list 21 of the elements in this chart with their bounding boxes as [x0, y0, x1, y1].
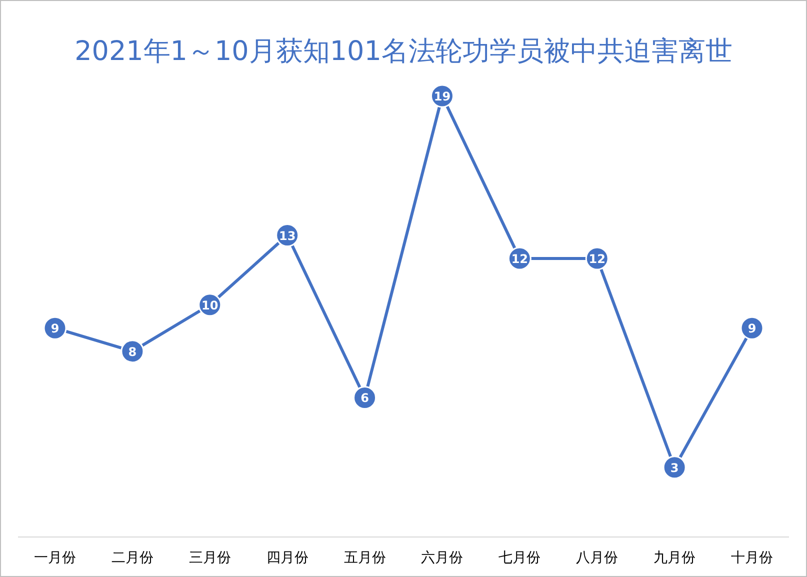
data-label: 12 [588, 252, 606, 266]
data-label: 13 [278, 228, 296, 243]
x-tick: 二月份 [111, 550, 154, 566]
x-tick: 五月份 [344, 550, 386, 566]
data-label: 9 [748, 322, 756, 336]
data-label: 19 [434, 90, 451, 104]
data-label: 8 [128, 344, 137, 359]
x-tick: 一月份 [34, 550, 76, 566]
title: 2021年1～10月获知101名法轮功学员被中共迫害离世 [74, 36, 732, 67]
data-label: 9 [50, 322, 60, 336]
x-tick: 九月份 [654, 550, 696, 566]
x-tick: 七月份 [498, 550, 541, 566]
data-label: 12 [511, 252, 528, 266]
data-label: 3 [670, 460, 679, 475]
x-tick: 八月份 [576, 550, 618, 566]
x-tick: 六月份 [421, 550, 464, 566]
data-label: 6 [360, 391, 369, 406]
x-tick: 十月份 [731, 550, 773, 566]
data-label: 10 [202, 298, 218, 312]
x-tick: 四月份 [266, 550, 308, 566]
x-tick: 三月份 [188, 550, 231, 566]
